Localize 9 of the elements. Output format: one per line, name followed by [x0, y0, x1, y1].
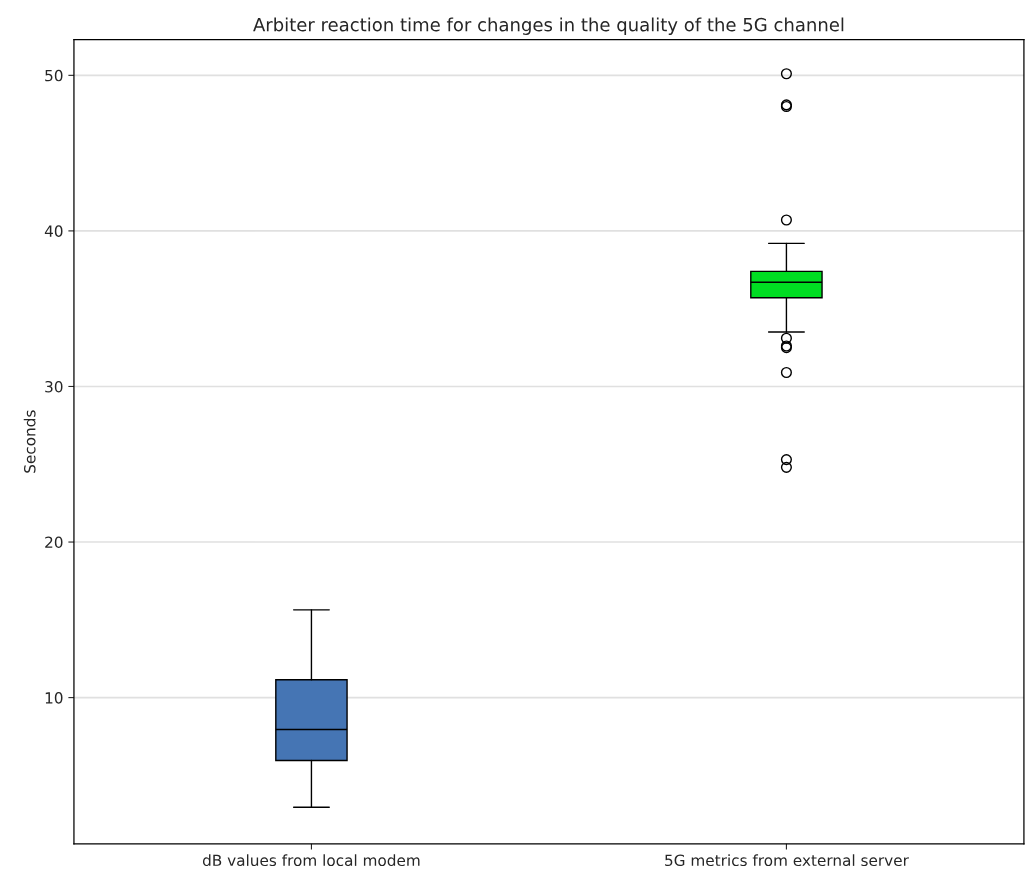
y-tick-label: 30	[45, 380, 63, 393]
y-axis-title: Seconds	[23, 410, 36, 473]
y-tick-label: 50	[45, 69, 63, 82]
x-tick-label: 5G metrics from external server	[665, 854, 909, 867]
y-tick-label: 20	[45, 536, 63, 549]
chart-title: Arbiter reaction time for changes in the quality of the 5G channel	[253, 17, 844, 35]
y-tick-label: 40	[44, 225, 63, 237]
x-tick-label: dB values from local modem	[202, 854, 420, 867]
y-tick-label: 10	[45, 692, 63, 704]
